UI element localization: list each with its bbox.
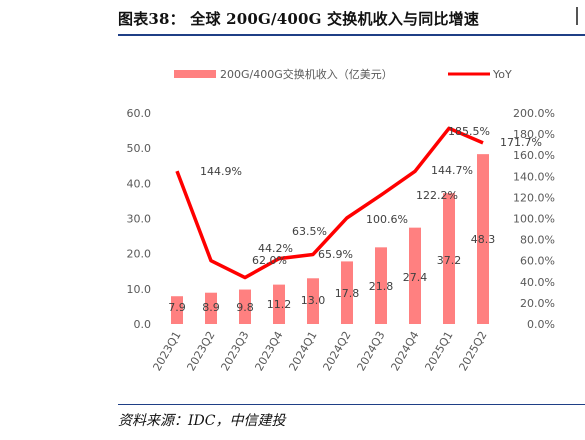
revenue-bar (239, 289, 251, 324)
x-axis-tick: 2024Q4 (389, 329, 422, 373)
line-series (175, 126, 484, 280)
revenue-bar-label: 11.2 (267, 298, 292, 311)
x-axis-tick: 2023Q4 (253, 329, 286, 373)
right-axis-tick: 160.0% (513, 149, 555, 162)
revenue-bar (307, 278, 319, 324)
bar-data-labels: 7.9 8.9 9.8 11.2 13.0 17.8 21.8 27.4 37.2 48.3 (168, 233, 495, 314)
yoy-data-label: 144.9% (200, 165, 242, 178)
x-axis-tick: 2024Q3 (355, 329, 388, 373)
yoy-data-label: 62.0% (252, 254, 287, 267)
x-axis-tick: 2023Q3 (219, 329, 252, 373)
left-axis-tick: 20.0 (127, 248, 152, 261)
revenue-bar-label: 13.0 (301, 294, 326, 307)
revenue-bar-label: 27.4 (403, 271, 428, 284)
x-axis-tick: 2023Q2 (185, 329, 218, 373)
right-axis-tick: 0.0% (527, 318, 555, 331)
yoy-data-label: 171.7% (500, 136, 542, 149)
revenue-bar-label: 21.8 (369, 280, 394, 293)
revenue-bar (341, 261, 353, 324)
left-axis: 0.0 10.0 20.0 30.0 40.0 50.0 60.0 (127, 107, 152, 331)
figure-title: 图表38： 全球 200G/400G 交换机收入与同比增速 (118, 10, 480, 28)
source-note: 资料来源：IDC，中信建投 (118, 413, 286, 429)
yoy-data-label: 63.5% (292, 225, 327, 238)
yoy-data-label: 185.5% (448, 125, 490, 138)
revenue-bar (171, 296, 183, 324)
right-axis-tick: 40.0% (520, 276, 555, 289)
yoy-data-label: 65.9% (318, 248, 353, 261)
x-axis: 2023Q1 2023Q2 2023Q3 2023Q4 2024Q1 2024Q2 2024… (151, 329, 490, 373)
footer-divider (118, 404, 585, 405)
yoy-data-label: 144.7% (431, 164, 473, 177)
right-axis-tick: 140.0% (513, 170, 555, 183)
legend-swatch-revenue (174, 70, 216, 78)
x-axis-tick: 2024Q2 (321, 329, 354, 373)
line-data-labels: 144.9% 62.0%44.2% 63.5% 65.9% 100.6% 122.2% 14… (200, 125, 542, 267)
right-axis: 0.0% 20.0% 40.0% 60.0% 80.0% 100.0% 120.0% 140.… (513, 107, 555, 331)
yoy-data-label: 100.6% (366, 213, 408, 226)
yoy-data-label: 44.2% (258, 242, 293, 255)
right-axis-tick: 100.0% (513, 213, 555, 226)
right-axis-tick: 120.0% (513, 191, 555, 204)
figure-header: 图表38： 全球 200G/400G 交换机收入与同比增速 (118, 0, 585, 36)
yoy-data-label: 122.2% (416, 189, 458, 202)
left-axis-tick: 0.0 (134, 318, 152, 331)
revenue-bar (409, 227, 421, 324)
legend-label-yoy: YoY (492, 68, 512, 81)
revenue-bar-label: 8.9 (202, 301, 220, 314)
revenue-bar (273, 284, 285, 324)
right-axis-tick: 60.0% (520, 255, 555, 268)
legend-label-revenue: 200G/400G交换机收入（亿美元） (220, 67, 393, 81)
chart-legend: 200G/400G交换机收入（亿美元） YoY (174, 67, 512, 81)
right-axis-tick: 200.0% (513, 107, 555, 120)
x-axis-tick: 2023Q1 (151, 329, 184, 373)
header-marker (576, 7, 578, 25)
x-axis-tick: 2025Q2 (457, 329, 490, 373)
revenue-bar-label: 9.8 (236, 301, 254, 314)
bar-series (171, 154, 489, 324)
left-axis-tick: 60.0 (127, 107, 152, 120)
revenue-bar (443, 193, 455, 324)
revenue-bar (375, 247, 387, 324)
right-axis-tick: 20.0% (520, 297, 555, 310)
revenue-bar (205, 292, 217, 324)
revenue-bar-label: 7.9 (168, 301, 186, 314)
revenue-bar (477, 154, 489, 324)
x-axis-tick: 2025Q1 (423, 329, 456, 373)
left-axis-tick: 40.0 (127, 177, 152, 190)
right-axis-tick: 180.0% (513, 128, 555, 141)
left-axis-tick: 50.0 (127, 142, 152, 155)
revenue-bar-label: 48.3 (471, 233, 496, 246)
yoy-line (175, 126, 484, 280)
revenue-bar-label: 17.8 (335, 287, 360, 300)
x-axis-tick: 2024Q1 (287, 329, 320, 373)
right-axis-tick: 80.0% (520, 234, 555, 247)
chart: 200G/400G交换机收入（亿美元） YoY 0.0 10.0 20.0 30.0 40… (127, 67, 556, 373)
left-axis-tick: 10.0 (127, 283, 152, 296)
revenue-bar-label: 37.2 (437, 254, 462, 267)
left-axis-tick: 30.0 (127, 213, 152, 226)
